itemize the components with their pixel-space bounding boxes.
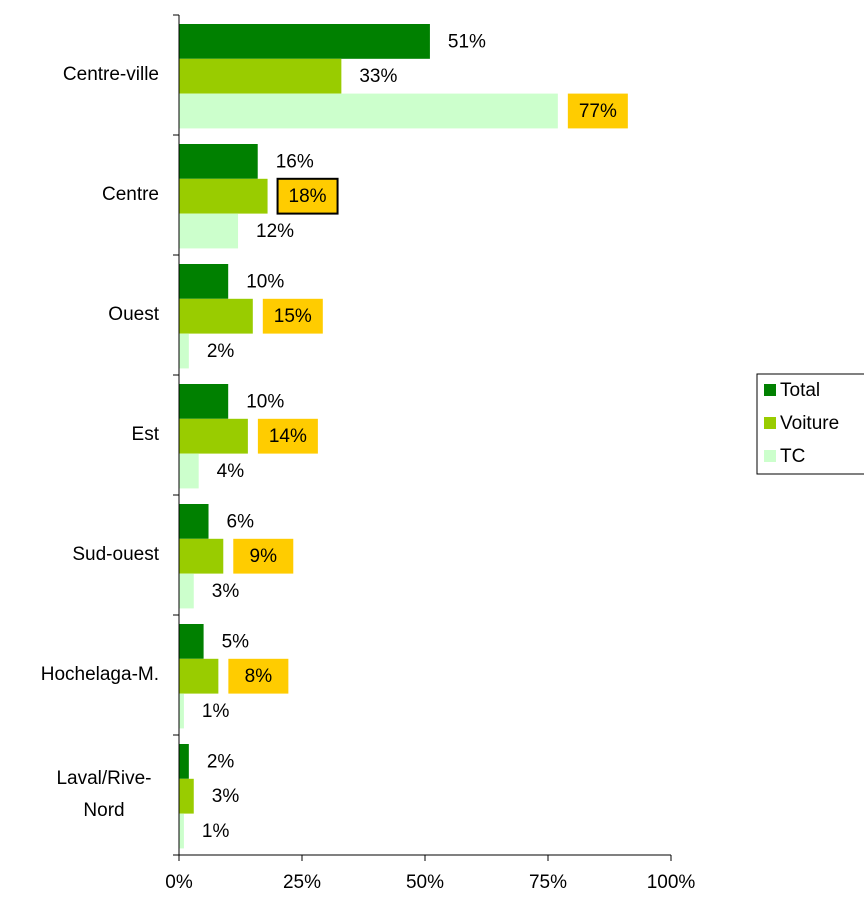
value-label-box: [257, 418, 318, 454]
bar: [179, 744, 189, 779]
bar: [179, 333, 189, 369]
x-tick-label: 0%: [165, 872, 193, 893]
y-tick-label: Ouest: [108, 304, 159, 325]
y-tick-label: Laval/Rive- Nord: [56, 768, 151, 821]
x-tick-label: 75%: [529, 872, 567, 893]
bar: [179, 298, 253, 334]
value-label: 15%: [274, 306, 312, 327]
value-label-box: [276, 177, 339, 215]
value-label: 6%: [227, 511, 255, 532]
legend-label: Total: [780, 380, 820, 401]
bar: [179, 453, 199, 489]
value-label: 16%: [276, 151, 314, 172]
value-label: 2%: [207, 341, 235, 362]
value-label-box: [567, 93, 628, 129]
bar: [179, 693, 184, 729]
value-label: 77%: [579, 101, 617, 122]
value-label: 3%: [212, 581, 240, 602]
value-label: 2%: [207, 751, 235, 772]
value-label: 51%: [448, 31, 486, 52]
value-label: 3%: [212, 786, 240, 807]
legend-swatch: [764, 384, 776, 396]
bar: [179, 624, 204, 659]
y-tick-label: Centre-ville: [63, 64, 159, 85]
bar: [179, 93, 558, 129]
legend-label: Voiture: [780, 413, 839, 434]
legend-label: TC: [780, 446, 805, 467]
value-label: 1%: [202, 821, 230, 842]
bar: [179, 213, 239, 249]
value-label: 10%: [246, 271, 284, 292]
bar: [179, 504, 209, 539]
bar: [179, 573, 194, 609]
bar: [179, 778, 194, 814]
value-label: 14%: [269, 426, 307, 447]
legend-swatch: [764, 450, 776, 462]
y-tick-label-part: Nord: [83, 800, 124, 821]
bar: [179, 538, 224, 574]
value-label: 5%: [222, 631, 250, 652]
bar: [179, 658, 219, 694]
value-label: 8%: [245, 666, 273, 687]
bar: [179, 144, 258, 179]
x-tick-label: 25%: [283, 872, 321, 893]
bar: [179, 384, 229, 419]
bar: [179, 178, 268, 214]
value-label: 33%: [359, 66, 397, 87]
value-label: 1%: [202, 701, 230, 722]
bar: [179, 58, 342, 94]
bar: [179, 418, 248, 454]
value-label: 12%: [256, 221, 294, 242]
legend-swatch: [764, 417, 776, 429]
y-tick-label-part: Laval/Rive-: [56, 768, 151, 789]
bar: [179, 24, 430, 59]
bar: [179, 264, 229, 299]
value-label-box: [262, 298, 323, 334]
value-label: 18%: [289, 186, 327, 207]
y-tick-label: Est: [132, 424, 160, 445]
value-label: 4%: [217, 461, 245, 482]
y-tick-label: Hochelaga-M.: [41, 664, 159, 685]
value-label-box: [228, 658, 289, 694]
x-tick-label: 100%: [647, 872, 696, 893]
y-tick-label: Sud-ouest: [72, 544, 159, 565]
value-label: 10%: [246, 391, 284, 412]
bar: [179, 813, 184, 849]
y-tick-label: Centre: [102, 184, 159, 205]
value-label-box: [233, 538, 294, 574]
value-label: 9%: [250, 546, 278, 567]
x-tick-label: 50%: [406, 872, 444, 893]
